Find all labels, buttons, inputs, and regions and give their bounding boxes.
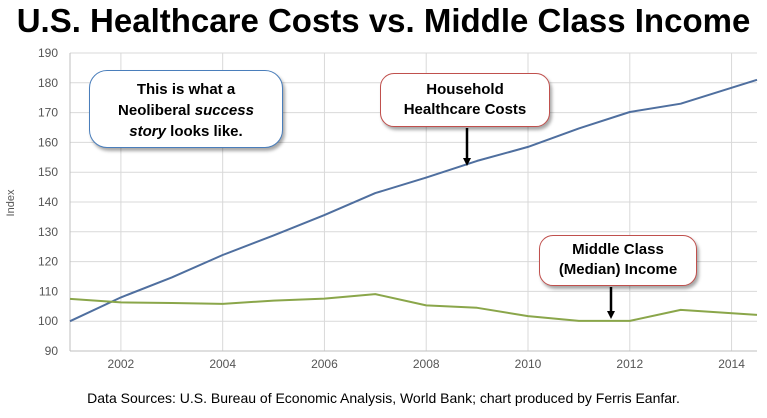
y-tick-label: 180 [38,76,58,90]
x-tick-label: 2002 [108,357,135,371]
y-tick-label: 110 [39,284,58,298]
series-layer [69,78,758,323]
healthcare-callout-line1: Household [426,81,504,98]
x-tick-label: 2010 [515,357,542,371]
x-tick-label: 2008 [413,357,440,371]
neoliberal-line2-emph: success [194,102,254,119]
healthcare-costs-line [69,78,758,323]
x-tick-label: 2006 [311,357,338,371]
y-tick-label: 190 [38,46,58,60]
x-tick-label: 2012 [616,357,643,371]
healthcare-arrow-head [463,158,471,166]
healthcare-callout-line2: Healthcare Costs [403,101,527,118]
income-callout: Middle Class (Median) Income [539,235,697,286]
y-axis-title: Index [5,189,17,216]
neoliberal-line2-prefix: Neoliberal [118,102,195,119]
y-tick-label: 140 [38,195,58,209]
x-tick-label: 2014 [718,357,745,371]
neoliberal-line1: This is what a [136,81,236,98]
y-tick-label: 170 [38,106,58,120]
neoliberal-line3-emph: story [129,123,166,140]
arrow-layer [463,128,615,319]
page-title: U.S. Healthcare Costs vs. Middle Class I… [16,2,751,39]
x-axis: 2002 2004 2006 2008 2010 2012 2014 [108,357,746,371]
income-callout-line1: Middle Class [572,241,664,258]
neoliberal-line3-suffix: looks like. [165,123,243,140]
neoliberal-callout: This is what a Neoliberal success story … [89,70,283,148]
y-tick-label: 150 [38,165,58,179]
median-income-line [69,293,758,322]
x-tick-label: 2004 [209,357,236,371]
y-axis: 90 100 110 120 130 140 150 160 170 180 190 [38,46,58,358]
y-tick-label: 130 [38,225,58,239]
source-note: Data Sources: U.S. Bureau of Economic An… [87,390,680,406]
y-tick-label: 90 [45,344,59,358]
y-tick-label: 100 [38,314,58,328]
y-tick-label: 160 [38,135,58,149]
y-tick-label: 120 [38,255,58,269]
income-callout-line2: (Median) Income [558,261,678,278]
healthcare-callout: Household Healthcare Costs [380,73,550,127]
income-arrow-head [607,311,615,319]
